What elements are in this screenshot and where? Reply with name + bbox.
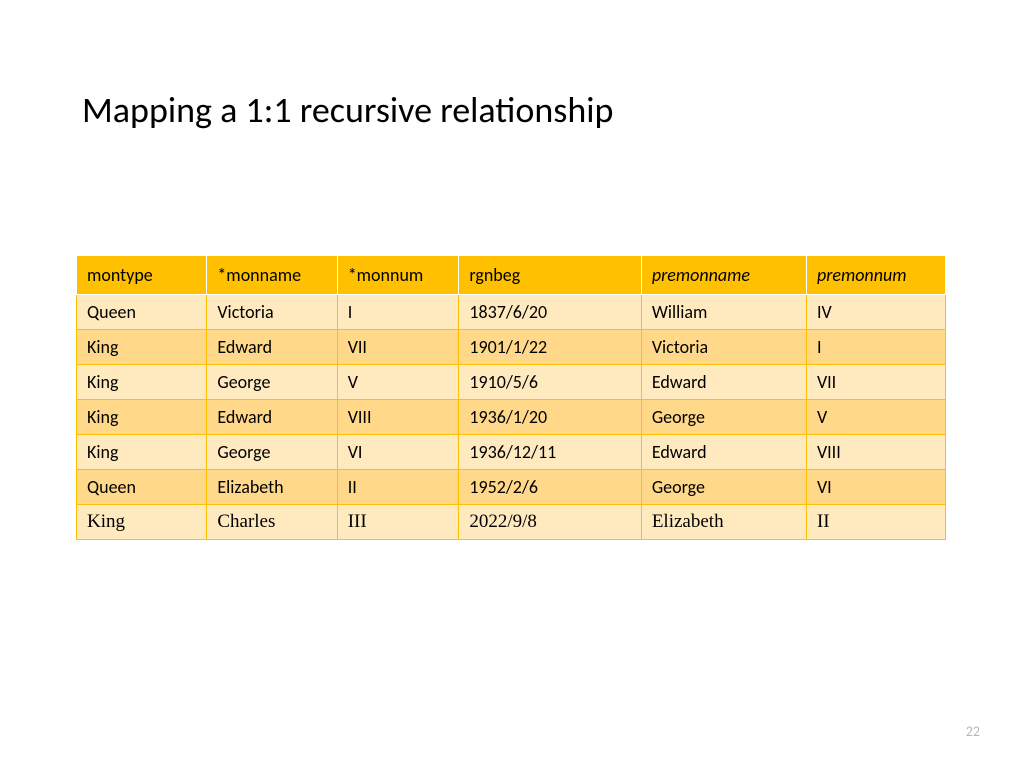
table-cell: V [337,365,459,400]
table-cell: I [337,295,459,330]
table-cell: George [641,470,806,505]
table-cell: 1936/12/11 [459,435,641,470]
table-cell: VI [337,435,459,470]
table-cell: Queen [77,295,207,330]
column-header: premonnum [806,256,945,295]
monarch-table: montype*monname*monnumrgnbegpremonnamepr… [76,255,946,540]
table-row: KingGeorgeVI1936/12/11EdwardVIII [77,435,946,470]
table-cell: King [77,435,207,470]
table-row: KingEdwardVII1901/1/22VictoriaI [77,330,946,365]
table-cell: VIII [806,435,945,470]
column-header: *monnum [337,256,459,295]
table-header: montype*monname*monnumrgnbegpremonnamepr… [77,256,946,295]
table-cell: 1952/2/6 [459,470,641,505]
table-cell: King [77,330,207,365]
table-cell: Edward [207,330,337,365]
table-cell: Victoria [207,295,337,330]
table-cell: 2022/9/8 [459,505,641,540]
table-cell: George [641,400,806,435]
table-cell: Victoria [641,330,806,365]
slide-title: Mapping a 1:1 recursive relationship [82,88,613,132]
table-cell: Elizabeth [207,470,337,505]
table-cell: Edward [207,400,337,435]
table-cell: I [806,330,945,365]
table-row: QueenVictoriaI1837/6/20WilliamIV [77,295,946,330]
table-cell: II [337,470,459,505]
table-cell: VII [806,365,945,400]
table-cell: II [806,505,945,540]
page-number: 22 [966,723,980,740]
table-cell: V [806,400,945,435]
table-cell: IV [806,295,945,330]
table-row: KingCharlesIII2022/9/8ElizabethII [77,505,946,540]
table-cell: VII [337,330,459,365]
table-cell: III [337,505,459,540]
table-cell: King [77,505,207,540]
table-cell: Edward [641,435,806,470]
table-row: KingGeorgeV1910/5/6EdwardVII [77,365,946,400]
table-row: QueenElizabethII1952/2/6GeorgeVI [77,470,946,505]
table-cell: 1901/1/22 [459,330,641,365]
table-cell: 1837/6/20 [459,295,641,330]
table-cell: Edward [641,365,806,400]
column-header: *monname [207,256,337,295]
table-cell: King [77,365,207,400]
table-cell: Charles [207,505,337,540]
table-cell: William [641,295,806,330]
table-cell: King [77,400,207,435]
table-cell: VIII [337,400,459,435]
data-table-container: montype*monname*monnumrgnbegpremonnamepr… [76,255,946,540]
table-cell: 1936/1/20 [459,400,641,435]
table-cell: Elizabeth [641,505,806,540]
table-cell: VI [806,470,945,505]
table-cell: 1910/5/6 [459,365,641,400]
table-cell: George [207,365,337,400]
table-body: QueenVictoriaI1837/6/20WilliamIVKingEdwa… [77,295,946,540]
column-header: premonname [641,256,806,295]
column-header: montype [77,256,207,295]
table-cell: Queen [77,470,207,505]
column-header: rgnbeg [459,256,641,295]
table-cell: George [207,435,337,470]
table-row: KingEdwardVIII1936/1/20GeorgeV [77,400,946,435]
